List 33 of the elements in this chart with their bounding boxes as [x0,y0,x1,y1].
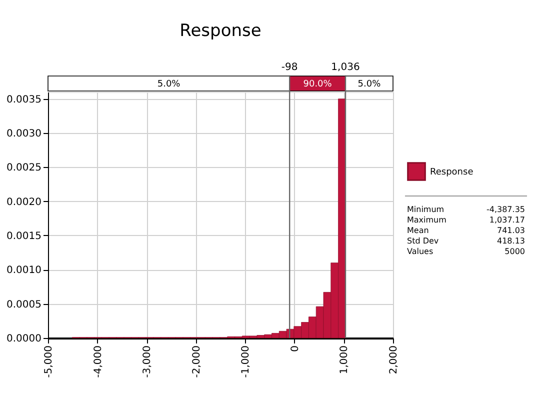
x-tick-label: -2,000 [191,346,202,378]
x-tick-label: -5,000 [44,346,54,378]
y-tick-label: 0.0000 [6,334,42,344]
text: 1,037.17 [489,216,525,225]
text: -4,387.35 [486,205,525,214]
text: Values [407,246,434,256]
ref-line-label: -98 [281,62,298,73]
text: 5.0% [358,80,382,90]
text: Mean [407,226,429,235]
y-tick-label: 0.0020 [6,196,42,208]
legend-label: Response [430,168,474,178]
chart-title: Response [180,21,262,41]
y-tick-label: 0.0035 [6,94,42,106]
y-tick-label: 0.0015 [6,231,42,242]
text: 5000 [504,246,525,256]
y-tick-label: 0.0010 [6,265,42,276]
text: Maximum [407,216,447,225]
y-tick-label: 0.0005 [6,299,42,310]
y-tick-label: 0.0030 [6,128,42,140]
text: 741.03 [497,226,525,235]
text: 418.13 [497,236,525,246]
x-tick-label: 0 [290,346,301,352]
text: 90.0% [303,80,332,90]
text: Minimum [407,205,444,214]
y-tick-label: 0.0025 [6,162,42,174]
x-tick-label: 1,000 [339,346,350,374]
x-tick-label: -1,000 [240,346,252,378]
text: Std Dev [407,236,439,246]
ref-line-label: 1,036 [331,62,360,73]
x-tick-label: -4,000 [92,346,104,378]
x-tick-label: 2,000 [388,346,400,374]
x-tick-label: -3,000 [142,346,154,378]
text: 5.0% [157,80,181,90]
